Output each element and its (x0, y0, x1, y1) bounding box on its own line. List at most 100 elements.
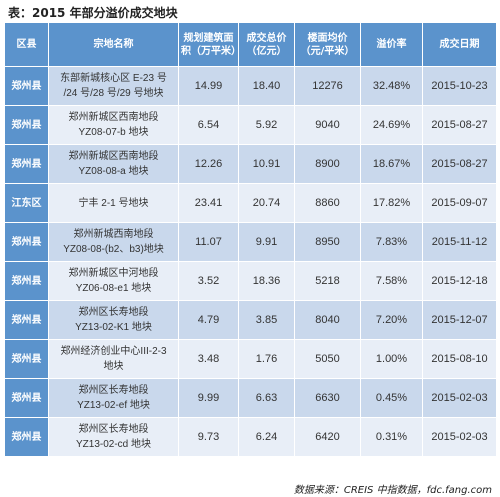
cell-premium: 7.58% (360, 261, 423, 301)
cell-area: 11.07 (178, 222, 239, 262)
cell-date: 2015-12-18 (422, 261, 497, 301)
cell-premium: 24.69% (360, 105, 423, 145)
cell-price: 6420 (294, 417, 361, 457)
table-row: 郑州县 郑州新城区西南地段 YZ08-07-b 地块 6.54 5.92 9040 24.6… (4, 105, 497, 145)
column-header-price: 楼面均价（元/平米） (294, 22, 361, 67)
cell-district: 郑州县 (4, 222, 49, 262)
table-row: 郑州县 郑州区长寿地段 YZ13-02-ef 地块 9.99 6.63 6630 0.45%… (4, 378, 497, 418)
cell-name-line: 东部新城核心区 E-23 号 (60, 73, 167, 84)
cell-name-line: 郑州经济创业中心III-2-3 (60, 346, 167, 357)
cell-name-line: 郑州区长寿地段 (78, 424, 149, 435)
cell-area: 9.73 (178, 417, 239, 457)
data-table: 区县 宗地名称 规划建筑面积（万平米） 成交总价（亿元） 楼面均价（元/平米） … (4, 22, 497, 457)
cell-name-line: 郑州新城区西南地段 (68, 112, 159, 123)
cell-date: 2015-02-03 (422, 417, 497, 457)
cell-premium: 7.83% (360, 222, 423, 262)
table-row: 郑州县 郑州新城西南地段 YZ08-08-(b2、b3)地块 11.07 9.91 895… (4, 222, 497, 262)
cell-premium: 7.20% (360, 300, 423, 340)
cell-total: 9.91 (238, 222, 295, 262)
table-row: 郑州县 郑州新城区西南地段 YZ08-08-a 地块 12.26 10.91 8900 18… (4, 144, 497, 184)
cell-price: 9040 (294, 105, 361, 145)
data-table-container: 区县 宗地名称 规划建筑面积（万平米） 成交总价（亿元） 楼面均价（元/平米） … (4, 22, 497, 457)
page-title: 表：2015 年部分溢价成交地块 (8, 6, 178, 20)
column-header-district: 区县 (4, 22, 49, 67)
cell-name: 郑州新城西南地段 YZ08-08-(b2、b3)地块 (48, 222, 179, 262)
cell-date: 2015-12-07 (422, 300, 497, 340)
cell-name: 郑州新城区西南地段 YZ08-07-b 地块 (48, 105, 179, 145)
cell-premium: 0.45% (360, 378, 423, 418)
cell-name: 宁丰 2-1 号地块 (48, 183, 179, 223)
cell-area: 9.99 (178, 378, 239, 418)
cell-name-line: /24 号/28 号/29 号地块 (63, 88, 164, 99)
cell-district: 郑州县 (4, 300, 49, 340)
cell-date: 2015-08-27 (422, 144, 497, 184)
cell-total: 5.92 (238, 105, 295, 145)
cell-date: 2015-08-10 (422, 339, 497, 379)
cell-name: 东部新城核心区 E-23 号/24 号/28 号/29 号地块 (48, 66, 179, 106)
cell-district: 郑州县 (4, 144, 49, 184)
cell-total: 10.91 (238, 144, 295, 184)
table-row: 江东区 宁丰 2-1 号地块 23.41 20.74 8860 17.82% 2015-09… (4, 183, 497, 223)
table-row: 郑州县 东部新城核心区 E-23 号/24 号/28 号/29 号地块 14.99 1… (4, 66, 497, 106)
column-header-area: 规划建筑面积（万平米） (178, 22, 241, 67)
cell-name: 郑州区长寿地段 YZ13-02-ef 地块 (48, 378, 179, 418)
cell-price: 8900 (294, 144, 361, 184)
cell-district: 郑州县 (4, 66, 49, 106)
cell-total: 3.85 (238, 300, 295, 340)
cell-name: 郑州区长寿地段 YZ13-02-K1 地块 (48, 300, 179, 340)
cell-price: 6630 (294, 378, 361, 418)
cell-area: 4.79 (178, 300, 239, 340)
cell-district: 郑州县 (4, 261, 49, 301)
cell-total: 20.74 (238, 183, 295, 223)
cell-premium: 1.00% (360, 339, 423, 379)
cell-name-line: 宁丰 2-1 号地块 (78, 197, 149, 209)
cell-price: 5218 (294, 261, 361, 301)
cell-area: 23.41 (178, 183, 239, 223)
column-header-total: 成交总价（亿元） (238, 22, 295, 67)
table-body: 郑州县 东部新城核心区 E-23 号/24 号/28 号/29 号地块 14.99 1… (4, 66, 497, 457)
cell-district: 郑州县 (4, 105, 49, 145)
cell-area: 6.54 (178, 105, 239, 145)
cell-name-line: 郑州区长寿地段 (78, 385, 149, 396)
cell-date: 2015-09-07 (422, 183, 497, 223)
cell-name-line: 郑州区长寿地段 (78, 307, 149, 318)
cell-date: 2015-08-27 (422, 105, 497, 145)
cell-name: 郑州新城区中河地段 YZ06-08-e1 地块 (48, 261, 179, 301)
cell-name-line: YZ08-08-a 地块 (78, 166, 149, 177)
cell-price: 12276 (294, 66, 361, 106)
cell-total: 6.63 (238, 378, 295, 418)
cell-area: 14.99 (178, 66, 239, 106)
cell-district: 江东区 (4, 183, 49, 223)
source-note: 数据来源：CREIS 中指数据，fdc.fang.com (293, 485, 492, 496)
cell-name: 郑州新城区西南地段 YZ08-08-a 地块 (48, 144, 179, 184)
table-row: 郑州县 郑州区长寿地段 YZ13-02-K1 地块 4.79 3.85 8040 7.20%… (4, 300, 497, 340)
cell-premium: 32.48% (360, 66, 423, 106)
cell-premium: 18.67% (360, 144, 423, 184)
cell-price: 8950 (294, 222, 361, 262)
table-row: 郑州县 郑州区长寿地段 YZ13-02-cd 地块 9.73 6.24 6420 0.31%… (4, 417, 497, 457)
cell-date: 2015-02-03 (422, 378, 497, 418)
cell-district: 郑州县 (4, 417, 49, 457)
cell-total: 18.36 (238, 261, 295, 301)
cell-name-line: YZ08-07-b 地块 (78, 127, 149, 138)
cell-name-line: 郑州新城西南地段 (73, 229, 154, 240)
cell-name-line: 地块 (103, 361, 124, 372)
cell-name-line: 郑州新城区中河地段 (68, 268, 159, 279)
cell-price: 5050 (294, 339, 361, 379)
cell-area: 3.52 (178, 261, 239, 301)
cell-district: 郑州县 (4, 378, 49, 418)
cell-date: 2015-10-23 (422, 66, 497, 106)
cell-price: 8860 (294, 183, 361, 223)
cell-name-line: 郑州新城区西南地段 (68, 151, 159, 162)
cell-area: 12.26 (178, 144, 239, 184)
column-header-premium: 溢价率 (360, 22, 423, 67)
cell-total: 6.24 (238, 417, 295, 457)
table-header-row: 区县 宗地名称 规划建筑面积（万平米） 成交总价（亿元） 楼面均价（元/平米） … (4, 22, 497, 67)
cell-name: 郑州区长寿地段 YZ13-02-cd 地块 (48, 417, 179, 457)
table-row: 郑州县 郑州新城区中河地段 YZ06-08-e1 地块 3.52 18.36 5218 7.… (4, 261, 497, 301)
cell-total: 1.76 (238, 339, 295, 379)
cell-date: 2015-11-12 (422, 222, 497, 262)
column-header-date: 成交日期 (422, 22, 497, 67)
cell-name-line: YZ06-08-e1 地块 (75, 283, 152, 294)
column-header-name: 宗地名称 (48, 22, 179, 67)
